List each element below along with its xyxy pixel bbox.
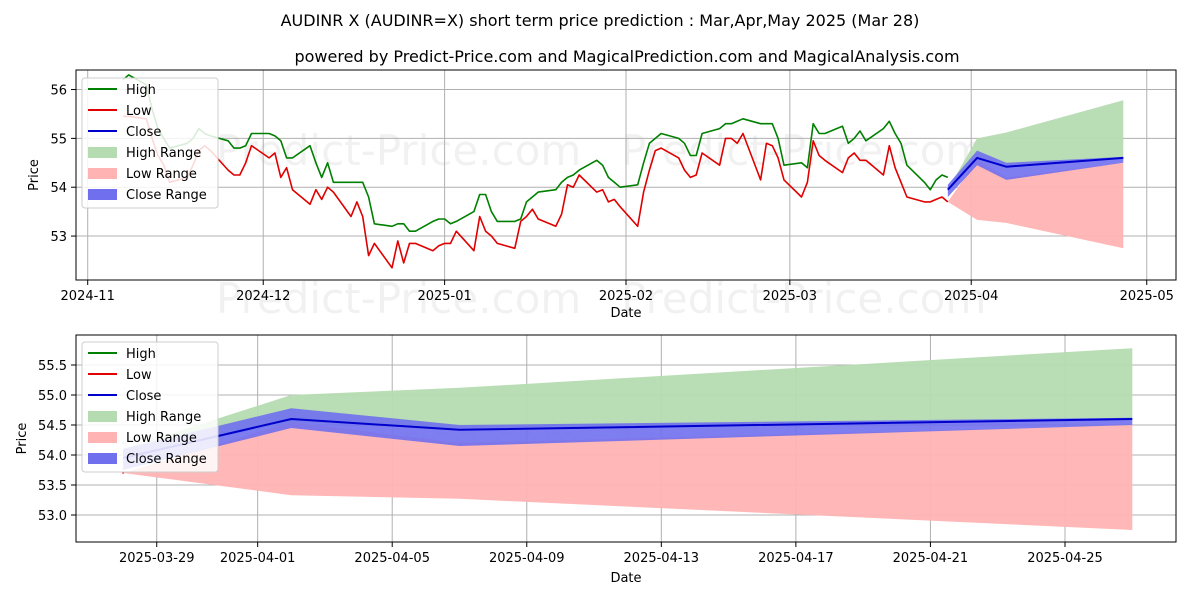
y-tick-label: 54.0 bbox=[38, 449, 67, 464]
legend: High Low Close High Range Low Range Close Ran… bbox=[81, 341, 219, 473]
high-range-area bbox=[947, 100, 1124, 190]
chart-subtitle: powered by Predict-Price.com and Magical… bbox=[294, 47, 959, 66]
x-tick-label: 2025-02 bbox=[599, 289, 653, 304]
watermark-text: Predict-Price.com bbox=[216, 274, 581, 323]
x-tick-label: 2025-04-25 bbox=[1027, 551, 1103, 566]
legend-label-low-range: Low Range bbox=[126, 431, 197, 446]
low-series-point bbox=[122, 472, 124, 474]
lower-chart-panel: Predict-Price.comPredict-Price.com2025-0… bbox=[15, 334, 1177, 586]
legend-label-low-range: Low Range bbox=[126, 167, 197, 182]
legend-label-close-range: Close Range bbox=[126, 452, 207, 467]
legend-swatch-close-range bbox=[88, 453, 117, 464]
y-tick-label: 53 bbox=[50, 230, 67, 245]
legend-swatch-low-range bbox=[88, 432, 117, 443]
legend-label-high: High bbox=[126, 347, 156, 362]
legend-label-high-range: High Range bbox=[126, 146, 201, 161]
low-series-line bbox=[122, 115, 949, 269]
x-tick-label: 2025-03 bbox=[763, 289, 817, 304]
x-tick-label: 2025-04-17 bbox=[758, 551, 834, 566]
legend-label-low: Low bbox=[126, 104, 152, 119]
plot-area bbox=[122, 74, 1124, 269]
watermark-text: Predict-Price.com bbox=[621, 274, 986, 323]
axes-frame bbox=[75, 334, 1177, 543]
watermark-text: Predict-Price.com bbox=[621, 126, 986, 175]
x-tick-label: 2025-04 bbox=[944, 289, 998, 304]
y-tick-label: 55 bbox=[50, 132, 67, 147]
close-series-line bbox=[947, 156, 1124, 191]
x-tick-label: 2025-04-13 bbox=[624, 551, 700, 566]
y-axis-label: Price bbox=[15, 423, 30, 455]
legend-swatch-high-range bbox=[88, 411, 117, 422]
y-tick-label: 56 bbox=[50, 84, 67, 99]
legend-label-close-range: Close Range bbox=[126, 188, 207, 203]
high-series-line bbox=[122, 74, 949, 232]
high-range-area bbox=[123, 348, 1133, 458]
y-tick-label: 55.0 bbox=[38, 389, 67, 404]
y-tick-label: 54 bbox=[50, 181, 67, 196]
low-range-area bbox=[123, 422, 1133, 530]
legend-label-low: Low bbox=[126, 368, 152, 383]
x-tick-label: 2024-12 bbox=[236, 289, 290, 304]
y-tick-label: 53.0 bbox=[38, 509, 67, 524]
x-tick-label: 2025-05 bbox=[1120, 289, 1174, 304]
y-tick-label: 53.5 bbox=[38, 479, 67, 494]
x-tick-label: 2025-04-05 bbox=[354, 551, 430, 566]
x-tick-label: 2025-04-01 bbox=[220, 551, 296, 566]
x-tick-label: 2025-01 bbox=[417, 289, 471, 304]
watermark-text: Predict-Price.com bbox=[216, 126, 581, 175]
x-axis-label: Date bbox=[610, 306, 641, 321]
legend-label-close: Close bbox=[126, 389, 161, 404]
y-tick-label: 54.5 bbox=[38, 419, 67, 434]
legend-swatch-high-range bbox=[88, 147, 117, 158]
legend: High Low Close High Range Low Range Close Ran… bbox=[81, 77, 219, 209]
legend-label-high-range: High Range bbox=[126, 410, 201, 425]
y-tick-label: 55.5 bbox=[38, 359, 67, 374]
chart-title: AUDINR X (AUDINR=X) short term price pre… bbox=[281, 11, 920, 30]
x-tick-label: 2025-04-09 bbox=[489, 551, 565, 566]
upper-chart-panel: Predict-Price.com Predict-Price.com Predic… bbox=[27, 69, 1177, 323]
legend-label-close: Close bbox=[126, 125, 161, 140]
legend-swatch-low-range bbox=[88, 168, 117, 179]
legend-swatch-close-range bbox=[88, 189, 117, 200]
x-tick-label: 2025-04-21 bbox=[893, 551, 969, 566]
x-tick-label: 2025-03-29 bbox=[119, 551, 195, 566]
x-tick-label: 2024-11 bbox=[61, 289, 115, 304]
low-range-area bbox=[947, 160, 1124, 249]
y-axis-label: Price bbox=[27, 159, 42, 191]
x-axis-label: Date bbox=[610, 571, 641, 586]
legend-label-high: High bbox=[126, 83, 156, 98]
